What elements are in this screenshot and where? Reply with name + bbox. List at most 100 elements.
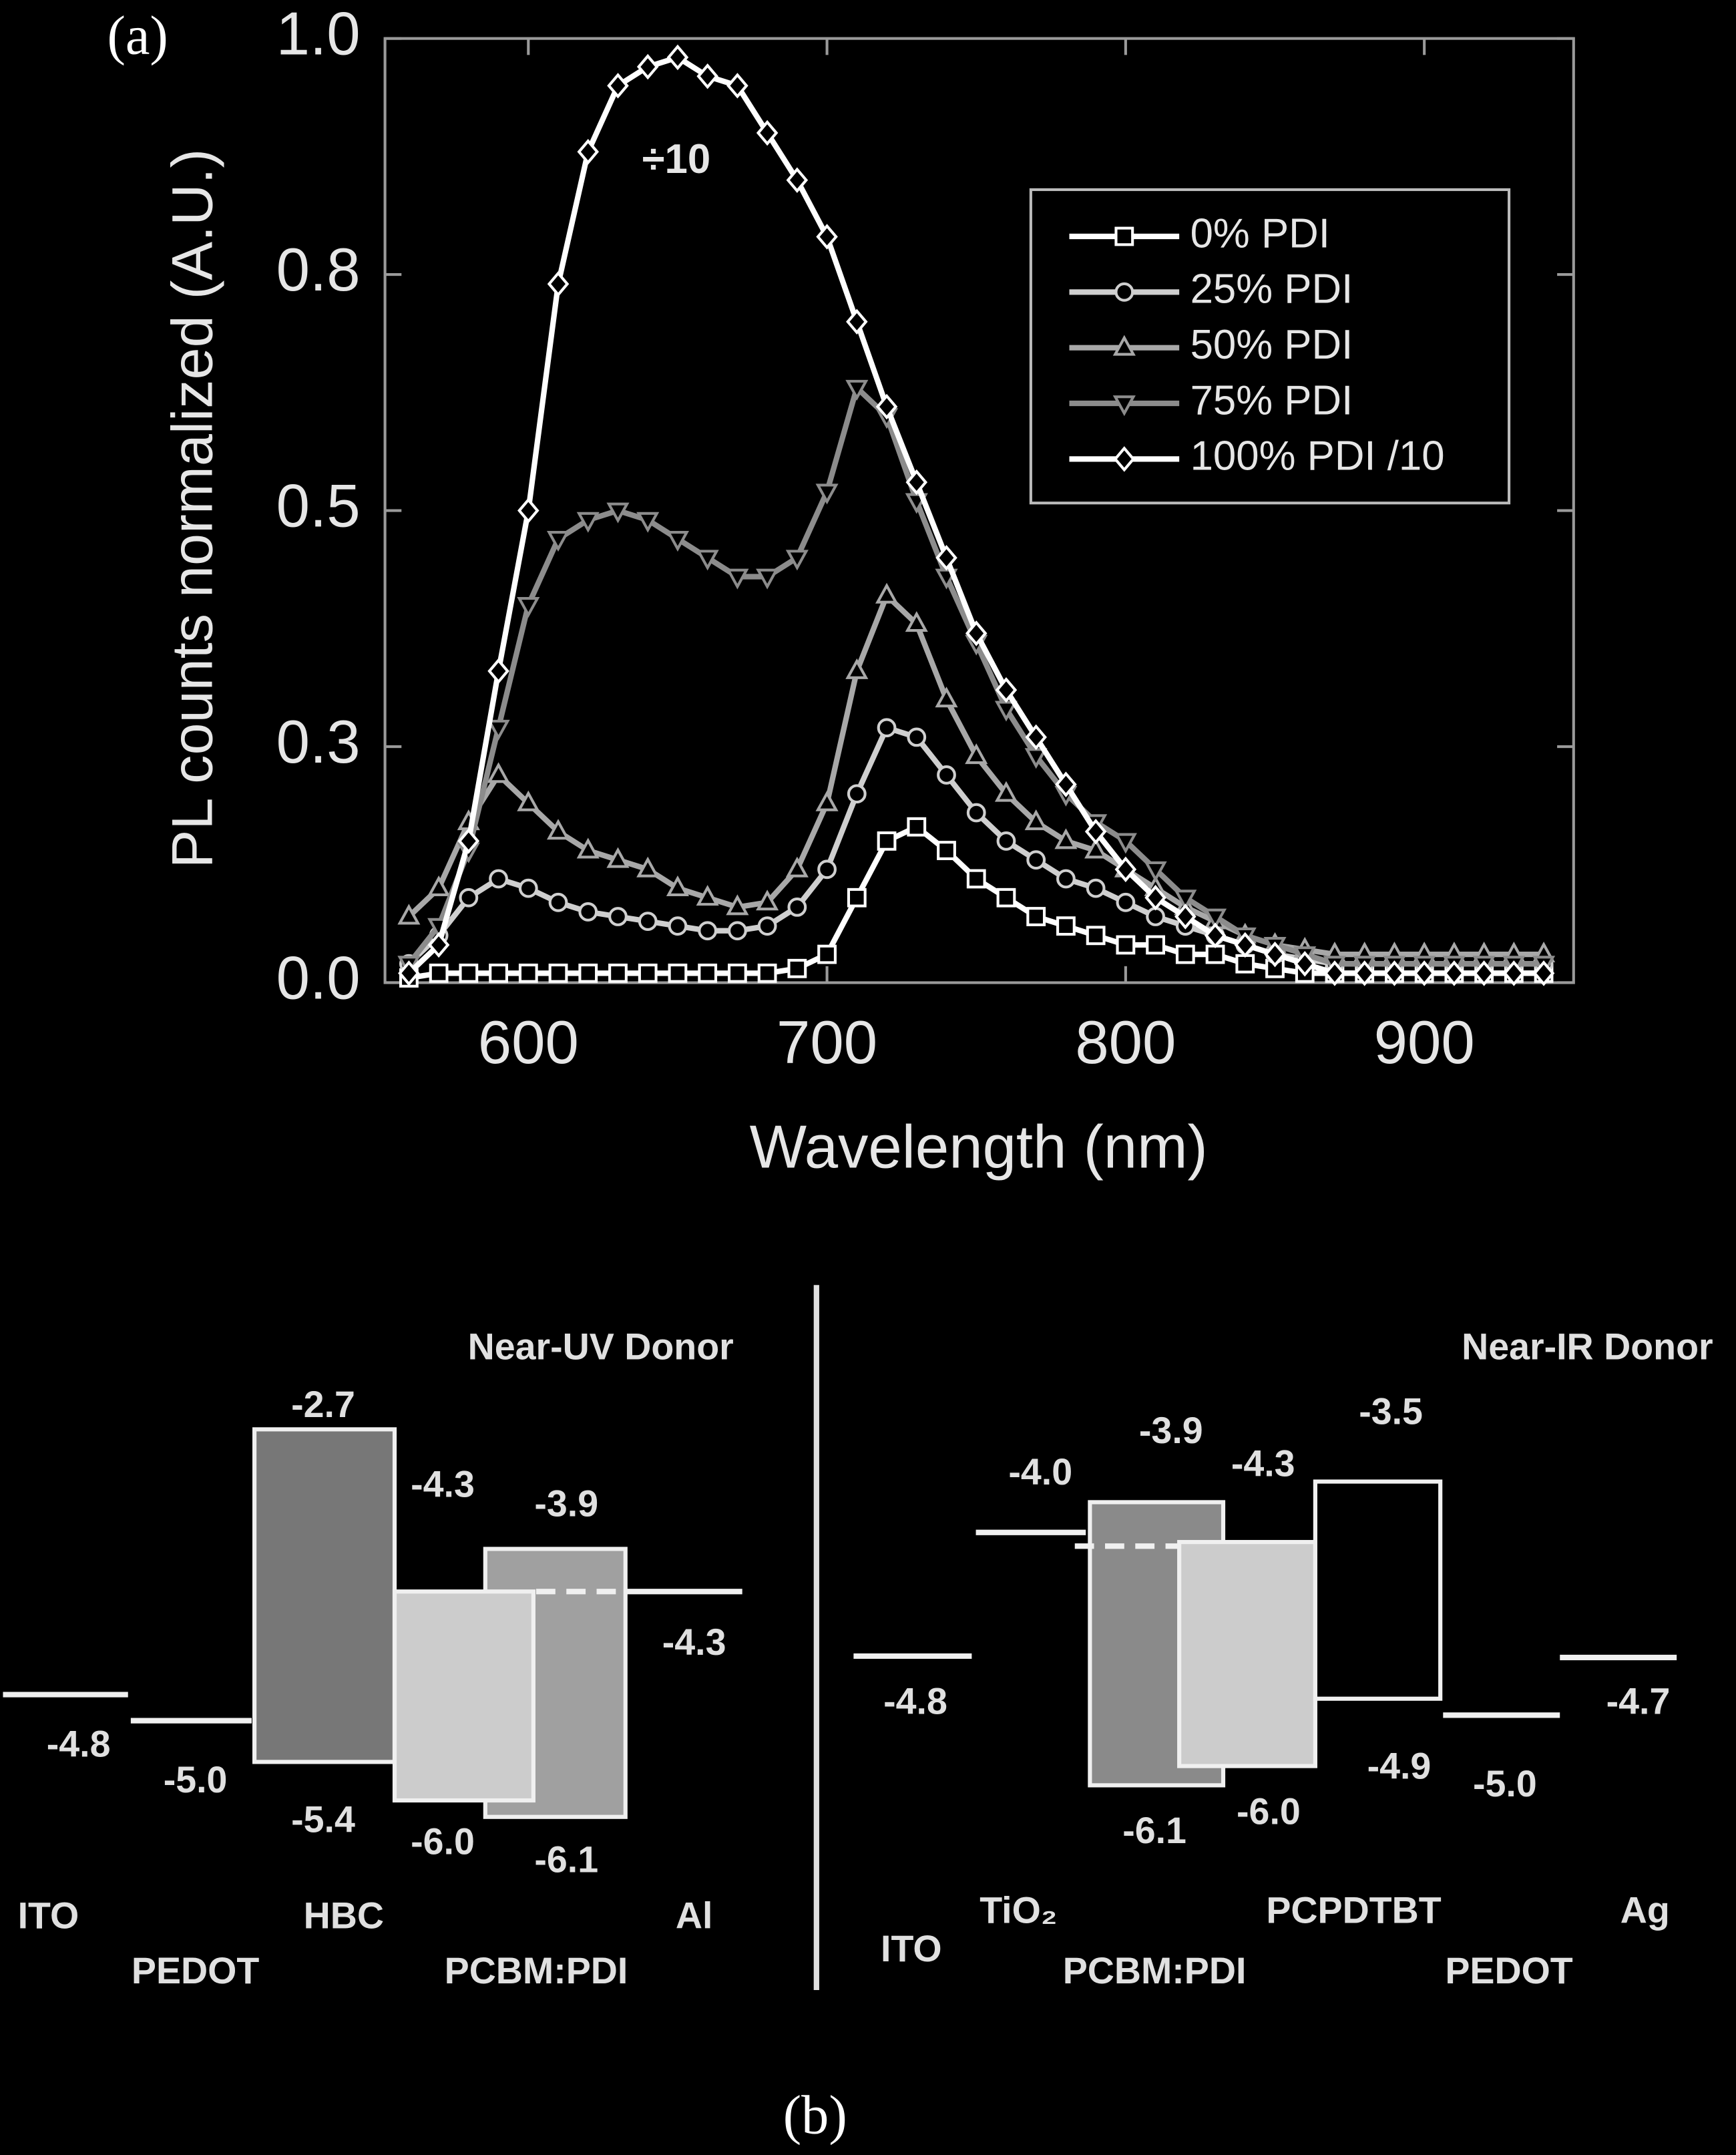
marker [845, 379, 869, 401]
marker [517, 597, 540, 618]
marker [1084, 819, 1107, 845]
marker [1116, 892, 1136, 912]
marker [696, 550, 719, 571]
marker [487, 658, 509, 684]
marker [1112, 395, 1136, 417]
marker [1114, 282, 1134, 302]
marker [1323, 960, 1346, 986]
marker [666, 531, 690, 552]
material: Ag [1620, 1889, 1670, 1931]
marker [727, 963, 747, 983]
marker [398, 960, 420, 986]
marker [1146, 935, 1166, 955]
level-label: -4.8 [883, 1681, 947, 1722]
marker [489, 869, 508, 889]
marker [548, 892, 568, 912]
marker [518, 878, 538, 898]
level-label: -4.3 [411, 1463, 475, 1505]
marker [757, 963, 777, 983]
marker [816, 224, 838, 250]
band-box [1177, 1540, 1317, 1768]
level-label: -2.7 [291, 1384, 355, 1425]
marker [1443, 960, 1466, 986]
marker [1116, 935, 1136, 955]
marker [847, 784, 867, 804]
marker [696, 63, 718, 89]
marker [487, 762, 510, 783]
marker [937, 765, 956, 785]
marker [845, 658, 869, 679]
marker [996, 888, 1016, 908]
marker [578, 963, 598, 983]
marker [756, 890, 779, 911]
marker [668, 963, 688, 983]
marker [606, 847, 630, 868]
marker [965, 620, 988, 646]
legend-label: 0% PDI [1190, 210, 1330, 256]
energy-diagrams: Near-UV Donor ITO PEDOT HBC PCBM:PDI Al … [3, 1285, 1713, 1991]
marker [606, 502, 630, 524]
marker [756, 120, 779, 146]
marker [785, 856, 809, 877]
marker [996, 831, 1016, 851]
marker [489, 963, 508, 983]
legend: 0% PDI 25% PDI 50% PDI 75% PDI 100% PDI /10 [1029, 188, 1511, 505]
marker [427, 932, 450, 958]
marker [636, 512, 660, 533]
level-label: -3.9 [1139, 1410, 1203, 1451]
y-tick-label: 0.0 [276, 944, 361, 1012]
marker [487, 719, 510, 741]
marker [815, 790, 839, 811]
marker [875, 582, 899, 604]
level-label: -6.0 [1237, 1790, 1301, 1832]
legend-box [1029, 188, 1511, 505]
marker [935, 687, 958, 708]
level-label: -4.3 [662, 1621, 726, 1663]
marker [726, 894, 749, 916]
marker [726, 568, 749, 590]
marker [1503, 960, 1525, 986]
level-label: -4.3 [1231, 1443, 1295, 1485]
marker [1205, 944, 1225, 964]
marker [666, 44, 689, 71]
marker [1113, 446, 1136, 472]
marker [966, 803, 986, 823]
x-tick-label: 900 [1374, 1009, 1475, 1076]
level-label: -4.7 [1606, 1681, 1671, 1722]
marker [1026, 850, 1046, 870]
band-box [392, 1589, 535, 1803]
level-label: -6.1 [534, 1838, 598, 1880]
marker [907, 727, 927, 747]
y-tick-label: 0.5 [276, 472, 361, 540]
panel-label: (b) [783, 2084, 847, 2145]
level-label: -5.0 [1473, 1763, 1537, 1804]
marker [877, 718, 897, 738]
level-label: -4.8 [47, 1723, 111, 1764]
marker [787, 958, 807, 978]
marker [815, 483, 839, 505]
marker [1175, 944, 1195, 964]
material: PCPDTBT [1266, 1889, 1441, 1931]
marker [698, 921, 718, 941]
y-tick-label: 0.8 [276, 236, 361, 304]
material: ITO [18, 1895, 79, 1937]
marker [1025, 724, 1047, 751]
material: PEDOT [1445, 1950, 1572, 1991]
marker [1056, 916, 1076, 936]
marker [1204, 922, 1227, 949]
diagram-title: Near-IR Donor [1462, 1326, 1713, 1368]
level-label: -3.9 [534, 1483, 598, 1524]
marker [1112, 335, 1136, 356]
marker [518, 963, 538, 983]
marker [787, 897, 807, 917]
level-label: -3.5 [1359, 1390, 1423, 1432]
band-box [1313, 1479, 1443, 1701]
marker [994, 781, 1018, 802]
marker [576, 512, 600, 533]
marker [1473, 960, 1495, 986]
marker [1024, 809, 1048, 831]
marker [995, 676, 1018, 703]
marker [457, 828, 480, 854]
marker [1174, 904, 1197, 930]
marker [427, 875, 451, 897]
